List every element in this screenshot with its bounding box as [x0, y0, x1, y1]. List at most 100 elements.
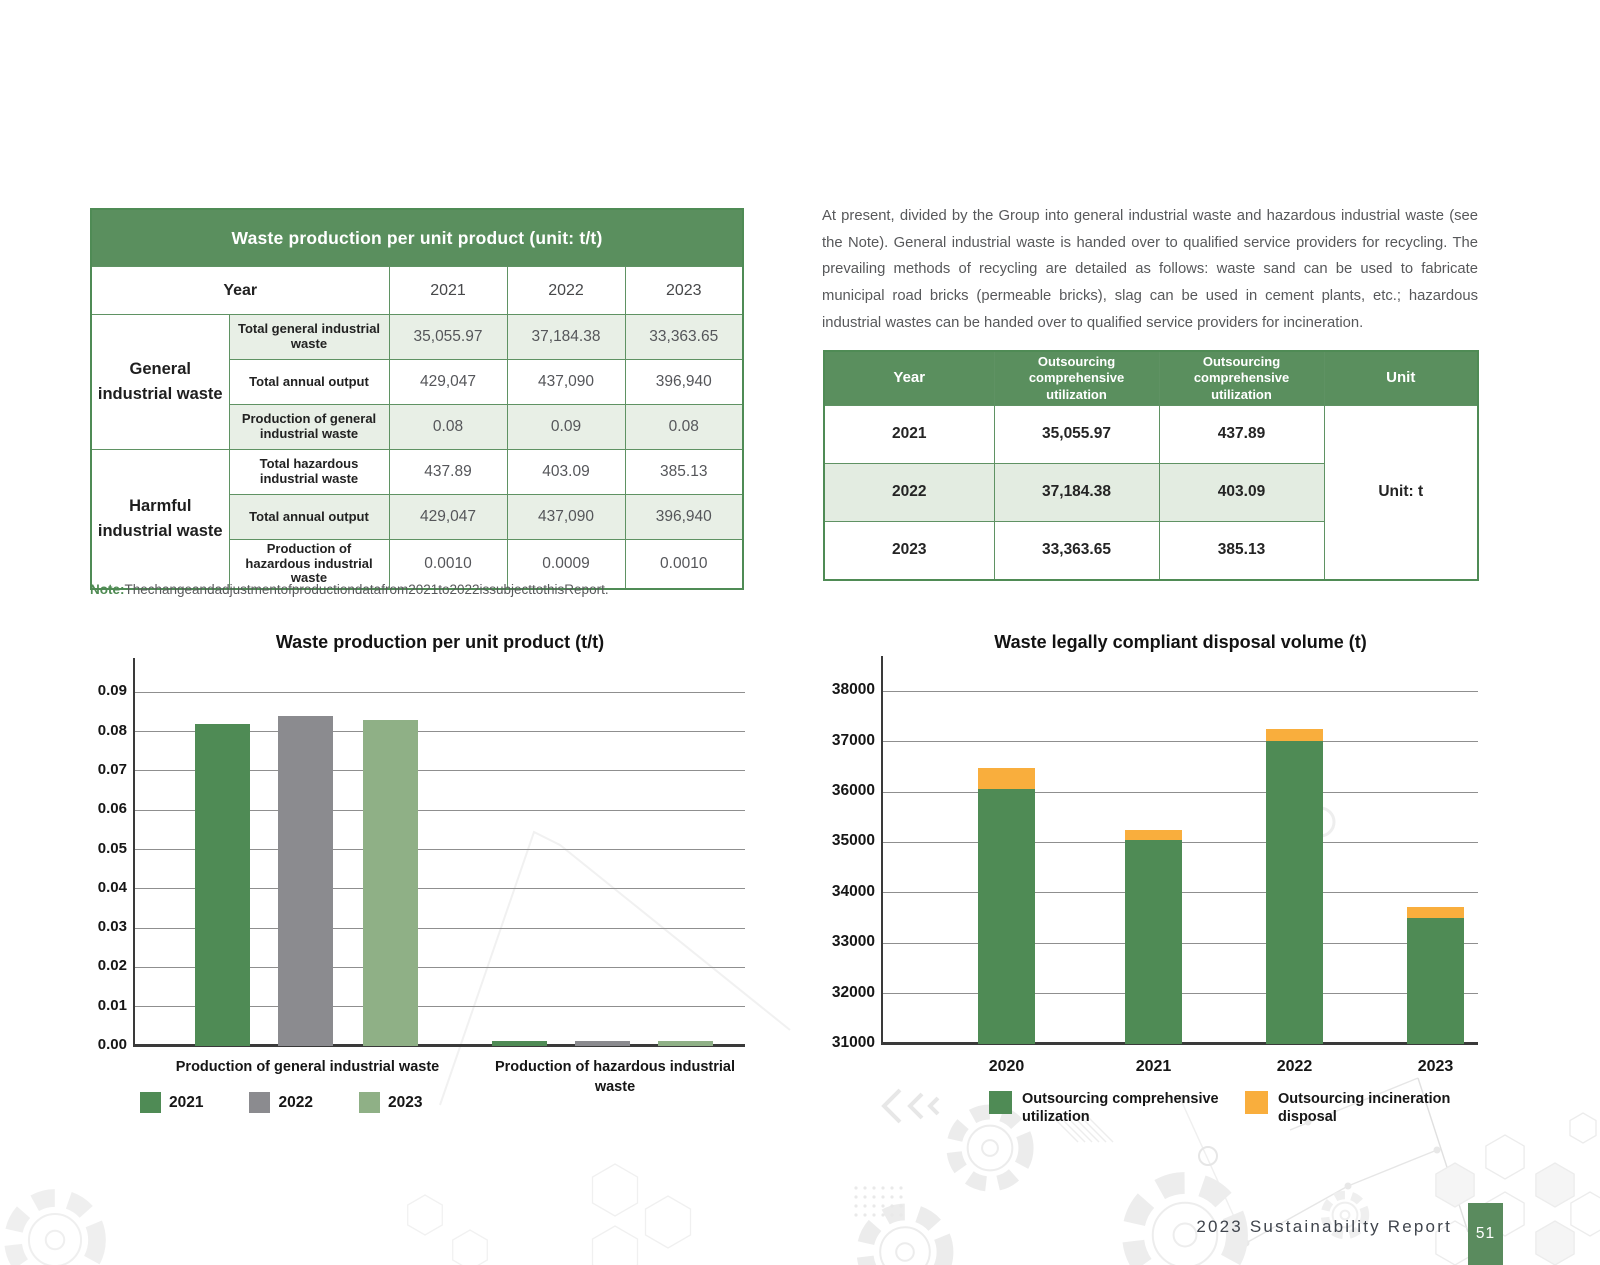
legend-label: 2022	[278, 1093, 313, 1111]
table-row: General industrial waste Total general i…	[90, 314, 744, 450]
disposal-table: Year Outsourcing comprehensive utilizati…	[823, 350, 1479, 581]
gridline	[883, 741, 1478, 743]
metric-label: Production of hazardous industrial waste	[228, 538, 390, 590]
disposal-table-block: Year Outsourcing comprehensive utilizati…	[823, 350, 1479, 581]
y-tick-label: 37000	[831, 731, 875, 749]
gridline	[135, 691, 745, 693]
left-table-year-2023: 2023	[624, 266, 744, 315]
gridline	[883, 690, 1478, 692]
bar	[658, 1041, 713, 1046]
table-row: Total annual output 429,047 437,090 396,…	[91, 359, 744, 405]
gridline	[883, 791, 1478, 793]
chart2-title: Waste legally compliant disposal volume …	[994, 632, 1367, 652]
x-tick-label: 2023	[1417, 1058, 1454, 1075]
page-number-badge: 51	[1468, 1203, 1503, 1265]
legend-item-utilization: Outsourcing comprehensive utilization	[989, 1090, 1229, 1126]
legend-swatch-2021	[140, 1092, 161, 1113]
table-row: 2022 37,184.38 403.09	[823, 462, 1478, 522]
x-tick-label: 2022	[1276, 1058, 1313, 1075]
cell-value: 429,047	[388, 359, 508, 405]
col-header-unit: Unit	[1323, 350, 1479, 406]
legend-swatch-incineration	[1245, 1091, 1268, 1114]
cell-value: 385.13	[624, 449, 744, 495]
legend-swatch-2023	[358, 1092, 380, 1113]
bar-segment	[978, 789, 1035, 1044]
legend-item-2023: 2023	[358, 1092, 423, 1113]
cell-value: 396,940	[624, 494, 744, 540]
col-header-utilization-1: Outsourcing comprehensive utilization	[993, 350, 1160, 406]
cell-value: 0.0009	[506, 538, 626, 590]
legend-label: 2021	[169, 1093, 204, 1111]
bar-segment	[1125, 840, 1182, 1044]
cell-value: 385.13	[1158, 520, 1325, 581]
bar	[195, 724, 250, 1046]
left-table-year-2022: 2022	[506, 266, 626, 315]
metric-label: Production of general industrial waste	[228, 404, 390, 450]
cell-value: 35,055.97	[388, 314, 508, 360]
cell-value: 437.89	[388, 449, 508, 495]
y-tick-label: 0.09	[97, 682, 127, 700]
cell-value: 37,184.38	[993, 462, 1160, 522]
legend-item-2022: 2022	[249, 1092, 313, 1113]
cell-value: 33,363.65	[624, 314, 744, 360]
y-tick-label: 32000	[831, 983, 875, 1001]
cell-value: 0.08	[388, 404, 508, 450]
legend-swatch-2022	[249, 1092, 271, 1113]
table-row: 2023 33,363.65 385.13	[823, 520, 1478, 581]
cell-value: 37,184.38	[506, 314, 626, 360]
x-tick-label: 2020	[988, 1058, 1025, 1075]
cell-value: 403.09	[506, 449, 626, 495]
y-tick-label: 36000	[831, 782, 875, 799]
intro-paragraph: At present, divided by the Group into ge…	[822, 208, 1478, 331]
chart2-plot-area	[881, 656, 1478, 1045]
cell-unit: Unit: t	[1323, 404, 1479, 581]
col-header-year: Year	[823, 350, 995, 406]
chart1-plot-area	[133, 658, 745, 1047]
cell-value: 33,363.65	[993, 520, 1160, 581]
bar	[278, 716, 333, 1046]
metric-label: Total hazardous industrial waste	[228, 449, 390, 495]
table-row: 2021 35,055.97 437.89 Unit: t	[823, 404, 1479, 581]
table-row: Harmful industrial waste Total hazardous…	[90, 448, 744, 590]
left-table-year-header: Year	[90, 266, 390, 315]
legend-label: Outsourcing incineration disposal	[1278, 1091, 1451, 1126]
x-tick-label: 2021	[1135, 1058, 1172, 1075]
y-tick-label: 0.01	[97, 996, 127, 1014]
bar-segment	[1266, 741, 1323, 1044]
chart1-legend: 2021 2022 2023	[140, 1092, 422, 1113]
note-label: Note:	[90, 582, 125, 597]
bar-segment	[1407, 907, 1464, 918]
left-table-year-2021: 2021	[388, 266, 508, 315]
table-row: Production of general industrial waste 0…	[91, 404, 744, 450]
group-harmful-waste-label: Harmful industrial waste	[90, 448, 230, 590]
bar	[363, 720, 418, 1046]
left-table-title: Waste production per unit product (unit:…	[90, 208, 744, 267]
chart1-category-hazardous: Production of hazardous industrial waste	[494, 1059, 736, 1095]
metric-label: Total annual output	[228, 359, 390, 405]
y-tick-label: 34000	[831, 882, 875, 900]
y-tick-label: 0.02	[97, 957, 127, 975]
legend-label: 2023	[387, 1093, 423, 1111]
waste-production-table-block: Waste production per unit product (unit:…	[90, 208, 744, 590]
bar	[575, 1041, 630, 1046]
bar-segment	[1266, 729, 1323, 741]
bar-segment	[1407, 918, 1464, 1044]
bar	[492, 1041, 547, 1046]
gridline	[135, 731, 745, 733]
bar-segment	[978, 768, 1035, 789]
chart1-category-general: Production of general industrial waste	[175, 1059, 440, 1075]
cell-value: 0.09	[506, 404, 626, 450]
chart2-y-axis	[881, 656, 883, 1045]
gridline	[135, 770, 745, 772]
metric-label: Total general industrial waste	[228, 314, 390, 360]
cell-value: 429,047	[388, 494, 508, 540]
cell-year: 2021	[823, 404, 995, 464]
y-tick-label: 38000	[831, 681, 875, 699]
legend-label: Outsourcing comprehensive utilization	[1022, 1091, 1219, 1126]
disposal-volume-chart: Waste legally compliant disposal volume …	[820, 630, 1482, 1140]
table-row: Production of hazardous industrial waste…	[91, 538, 744, 590]
metric-label: Total annual output	[228, 494, 390, 540]
legend-swatch-utilization	[989, 1091, 1012, 1114]
y-tick-label: 33000	[831, 933, 875, 951]
